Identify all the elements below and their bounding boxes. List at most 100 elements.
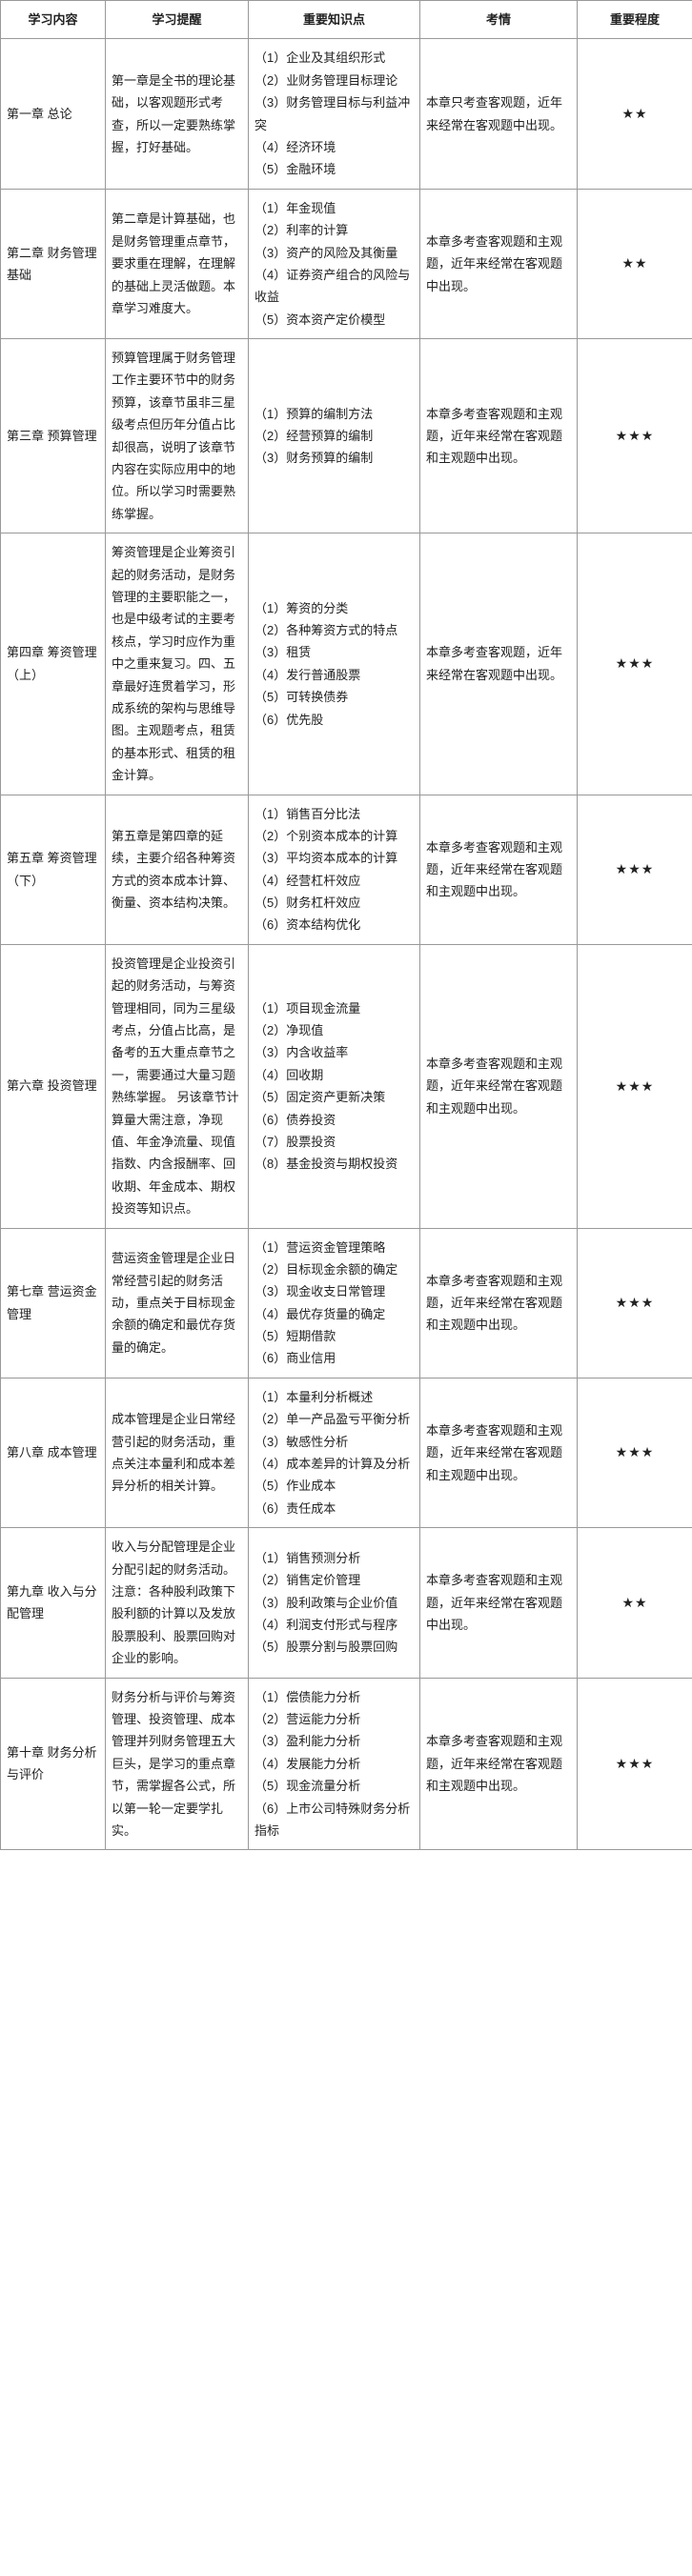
exam-info: 本章只考查客观题，近年来经常在客观题中出现。: [420, 39, 578, 189]
table-row: 第六章 投资管理投资管理是企业投资引起的财务活动，与筹资管理相同，同为三星级考点…: [1, 944, 692, 1228]
table-row: 第八章 成本管理成本管理是企业日常经营引起的财务活动，重点关注本量利和成本差异分…: [1, 1378, 692, 1527]
importance-level: ★★★: [578, 339, 692, 533]
key-point-item: （4）经济环境: [254, 136, 414, 158]
key-point-item: （5）可转换债券: [254, 686, 414, 708]
key-point-item: （1）本量利分析概述: [254, 1386, 414, 1408]
chapter-title: 第七章 营运资金管理: [1, 1228, 106, 1378]
key-point-item: （2）经营预算的编制: [254, 425, 414, 447]
key-points: （1）项目现金流量（2）净现值（3）内含收益率（4）回收期（5）固定资产更新决策…: [249, 944, 420, 1228]
key-point-item: （6）优先股: [254, 709, 414, 731]
star-rating: ★★: [621, 255, 647, 271]
study-reminder: 预算管理属于财务管理工作主要环节中的财务预算，该章节虽非三星级考点但历年分值占比…: [106, 339, 249, 533]
study-reminder: 第一章是全书的理论基础，以客观题形式考查，所以一定要熟练掌握，打好基础。: [106, 39, 249, 189]
key-point-item: （6）债券投资: [254, 1109, 414, 1131]
exam-info: 本章多考查客观题和主观题，近年来经常在客观题和主观题中出现。: [420, 1378, 578, 1527]
key-point-item: （2）销售定价管理: [254, 1569, 414, 1591]
key-point-item: （2）利率的计算: [254, 219, 414, 241]
study-reminder: 财务分析与评价与筹资管理、投资管理、成本管理并列财务管理五大巨头，是学习的重点章…: [106, 1678, 249, 1850]
exam-info: 本章多考查客观题和主观题，近年来经常在客观题和主观题中出现。: [420, 1228, 578, 1378]
key-point-item: （4）利润支付形式与程序: [254, 1614, 414, 1636]
key-point-item: （3）现金收支日常管理: [254, 1280, 414, 1302]
study-plan-table: 学习内容 学习提醒 重要知识点 考情 重要程度 第一章 总论第一章是全书的理论基…: [0, 0, 692, 1850]
key-point-item: （1）企业及其组织形式: [254, 47, 414, 69]
key-point-item: （5）作业成本: [254, 1475, 414, 1497]
study-reminder: 投资管理是企业投资引起的财务活动，与筹资管理相同，同为三星级考点，分值占比高，是…: [106, 944, 249, 1228]
star-rating: ★★★: [616, 1078, 655, 1094]
importance-level: ★★★: [578, 533, 692, 795]
study-reminder: 第二章是计算基础，也是财务管理重点章节，要求重在理解，在理解的基础上灵活做题。本…: [106, 189, 249, 338]
importance-level: ★★: [578, 39, 692, 189]
study-reminder: 收入与分配管理是企业分配引起的财务活动。 注意：各种股利政策下股利额的计算以及发…: [106, 1528, 249, 1678]
exam-info: 本章多考查客观题和主观题，近年来经常在客观题和主观题中出现。: [420, 339, 578, 533]
exam-info: 本章多考查客观题和主观题，近年来经常在客观题和主观题中出现。: [420, 944, 578, 1228]
key-point-item: （3）财务管理目标与利益冲突: [254, 91, 414, 136]
star-rating: ★★: [621, 1595, 647, 1610]
key-point-item: （5）股票分割与股票回购: [254, 1636, 414, 1658]
key-point-item: （5）财务杠杆效应: [254, 892, 414, 914]
key-point-item: （1）偿债能力分析: [254, 1686, 414, 1708]
table-row: 第十章 财务分析与评价财务分析与评价与筹资管理、投资管理、成本管理并列财务管理五…: [1, 1678, 692, 1850]
star-rating: ★★★: [616, 1756, 655, 1771]
study-reminder: 成本管理是企业日常经营引起的财务活动，重点关注本量利和成本差异分析的相关计算。: [106, 1378, 249, 1527]
study-reminder: 第五章是第四章的延续，主要介绍各种筹资方式的资本成本计算、衡量、资本结构决策。: [106, 795, 249, 944]
chapter-title: 第三章 预算管理: [1, 339, 106, 533]
chapter-title: 第四章 筹资管理（上）: [1, 533, 106, 795]
key-point-item: （4）证券资产组合的风险与收益: [254, 264, 414, 309]
key-point-item: （1）销售百分比法: [254, 803, 414, 825]
importance-level: ★★: [578, 189, 692, 338]
key-point-item: （4）发展能力分析: [254, 1753, 414, 1775]
star-rating: ★★★: [616, 428, 655, 443]
exam-info: 本章多考查客观题和主观题，近年来经常在客观题和主观题中出现。: [420, 795, 578, 944]
key-point-item: （5）短期借款: [254, 1325, 414, 1347]
key-point-item: （4）最优存货量的确定: [254, 1303, 414, 1325]
exam-info: 本章多考查客观题和主观题，近年来经常在客观题和主观题中出现。: [420, 1678, 578, 1850]
key-points: （1）筹资的分类（2）各种筹资方式的特点（3）租赁（4）发行普通股票（5）可转换…: [249, 533, 420, 795]
star-rating: ★★★: [616, 1444, 655, 1459]
key-point-item: （8）基金投资与期权投资: [254, 1153, 414, 1175]
study-reminder: 营运资金管理是企业日常经营引起的财务活动，重点关于目标现金余额的确定和最优存货量…: [106, 1228, 249, 1378]
key-point-item: （5）现金流量分析: [254, 1775, 414, 1797]
table-row: 第五章 筹资管理（下）第五章是第四章的延续，主要介绍各种筹资方式的资本成本计算、…: [1, 795, 692, 944]
chapter-title: 第八章 成本管理: [1, 1378, 106, 1527]
table-row: 第一章 总论第一章是全书的理论基础，以客观题形式考查，所以一定要熟练掌握，打好基…: [1, 39, 692, 189]
importance-level: ★★★: [578, 1678, 692, 1850]
chapter-title: 第六章 投资管理: [1, 944, 106, 1228]
key-point-item: （2）业财务管理目标理论: [254, 70, 414, 91]
key-point-item: （2）各种筹资方式的特点: [254, 619, 414, 641]
key-point-item: （5）金融环境: [254, 158, 414, 180]
key-point-item: （1）年金现值: [254, 197, 414, 219]
header-level: 重要程度: [578, 1, 692, 39]
key-point-item: （2）净现值: [254, 1019, 414, 1041]
key-point-item: （3）资产的风险及其衡量: [254, 242, 414, 264]
key-point-item: （6）上市公司特殊财务分析指标: [254, 1798, 414, 1842]
importance-level: ★★★: [578, 1228, 692, 1378]
star-rating: ★★★: [616, 861, 655, 876]
exam-info: 本章多考查客观题，近年来经常在客观题中出现。: [420, 533, 578, 795]
table-row: 第七章 营运资金管理营运资金管理是企业日常经营引起的财务活动，重点关于目标现金余…: [1, 1228, 692, 1378]
key-points: （1）销售预测分析（2）销售定价管理（3）股利政策与企业价值（4）利润支付形式与…: [249, 1528, 420, 1678]
importance-level: ★★★: [578, 1378, 692, 1527]
key-points: （1）营运资金管理策略（2）目标现金余额的确定（3）现金收支日常管理（4）最优存…: [249, 1228, 420, 1378]
key-point-item: （1）筹资的分类: [254, 597, 414, 619]
key-point-item: （4）发行普通股票: [254, 664, 414, 686]
study-reminder: 筹资管理是企业筹资引起的财务活动，是财务管理的主要职能之一，也是中级考试的主要考…: [106, 533, 249, 795]
key-point-item: （4）成本差异的计算及分析: [254, 1453, 414, 1475]
key-point-item: （2）个别资本成本的计算: [254, 825, 414, 847]
key-point-item: （6）资本结构优化: [254, 914, 414, 936]
key-point-item: （1）销售预测分析: [254, 1547, 414, 1569]
star-rating: ★★★: [616, 1295, 655, 1310]
exam-info: 本章多考查客观题和主观题，近年来经常在客观题中出现。: [420, 189, 578, 338]
table-row: 第九章 收入与分配管理收入与分配管理是企业分配引起的财务活动。 注意：各种股利政…: [1, 1528, 692, 1678]
header-content: 学习内容: [1, 1, 106, 39]
key-point-item: （3）租赁: [254, 641, 414, 663]
key-points: （1）企业及其组织形式（2）业财务管理目标理论（3）财务管理目标与利益冲突（4）…: [249, 39, 420, 189]
table-row: 第四章 筹资管理（上）筹资管理是企业筹资引起的财务活动，是财务管理的主要职能之一…: [1, 533, 692, 795]
key-point-item: （5）固定资产更新决策: [254, 1086, 414, 1108]
key-points: （1）年金现值（2）利率的计算（3）资产的风险及其衡量（4）证券资产组合的风险与…: [249, 189, 420, 338]
key-point-item: （2）营运能力分析: [254, 1708, 414, 1730]
key-point-item: （4）回收期: [254, 1064, 414, 1086]
chapter-title: 第一章 总论: [1, 39, 106, 189]
key-point-item: （1）项目现金流量: [254, 997, 414, 1019]
importance-level: ★★: [578, 1528, 692, 1678]
table-row: 第三章 预算管理预算管理属于财务管理工作主要环节中的财务预算，该章节虽非三星级考…: [1, 339, 692, 533]
